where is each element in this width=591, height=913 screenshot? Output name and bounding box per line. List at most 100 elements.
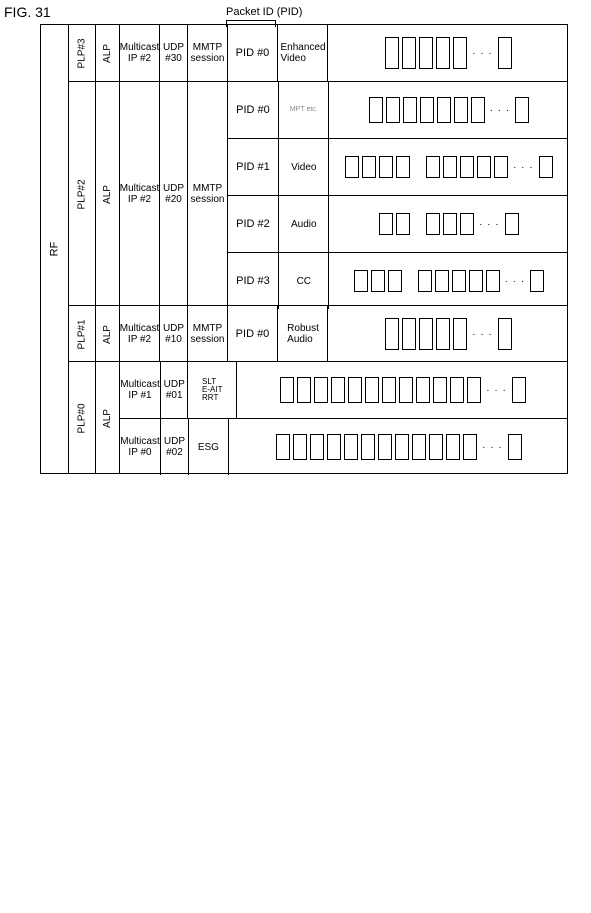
- alp-cell: ALP: [95, 362, 119, 474]
- packet: [331, 377, 345, 403]
- packet: [395, 434, 409, 460]
- label-cell: Audio: [278, 196, 328, 252]
- packet: [454, 97, 468, 123]
- packet: [460, 156, 474, 178]
- plp-cell: PLP#1: [69, 306, 95, 362]
- packet: [348, 377, 362, 403]
- packet: [426, 213, 440, 235]
- pid-header: Packet ID (PID): [226, 6, 276, 26]
- packet-stream: · · ·: [236, 362, 567, 418]
- packet: [467, 377, 481, 403]
- packet: [354, 270, 368, 292]
- packet: [310, 434, 324, 460]
- udp-cell: UDP#02: [160, 419, 188, 475]
- subrow: MulticastIP #0UDP#02ESG· · ·: [120, 418, 567, 475]
- mip-cell: MulticastIP #0: [120, 419, 160, 475]
- subrow: PID #2Audio · · ·: [228, 195, 567, 252]
- mmtp-cell: MMTPsession: [187, 25, 227, 81]
- row-plp2: PLP#2ALPMulticastIP #2UDP#20MMTPsessionP…: [69, 81, 567, 305]
- packet: [429, 434, 443, 460]
- udp-cell: UDP#01: [160, 362, 187, 418]
- packet: [276, 434, 290, 460]
- label-cell: MPT etc.: [278, 82, 328, 138]
- mip-cell: MulticastIP #2: [119, 25, 159, 81]
- pid-cell: PID #3: [228, 253, 278, 309]
- packet: [530, 270, 544, 292]
- packet: [385, 37, 399, 69]
- subrow: MulticastIP #1UDP#01SLTE-AITRRT· · ·: [120, 362, 567, 418]
- row-plp3: PLP#3ALPMulticastIP #2UDP#30MMTPsessionP…: [69, 25, 567, 81]
- alp-cell: ALP: [95, 25, 119, 81]
- packet: [443, 156, 457, 178]
- packet: [436, 37, 450, 69]
- packet: [494, 156, 508, 178]
- plp0-subrows: MulticastIP #1UDP#01SLTE-AITRRT· · ·Mult…: [119, 362, 567, 474]
- rows-container: PLP#3ALPMulticastIP #2UDP#30MMTPsessionP…: [69, 25, 567, 473]
- pid-cell: PID #2: [228, 196, 278, 252]
- packet: [293, 434, 307, 460]
- packet: [539, 156, 553, 178]
- packet: [426, 156, 440, 178]
- packet: [418, 270, 432, 292]
- mmtp-cell: ESG: [188, 419, 228, 475]
- packet: [403, 97, 417, 123]
- udp-cell: UDP#30: [159, 25, 187, 81]
- packet: [450, 377, 464, 403]
- packet-stream: · · ·: [327, 306, 567, 362]
- packet: [412, 434, 426, 460]
- figure-label: FIG. 31: [4, 4, 51, 20]
- plp-cell: PLP#3: [69, 25, 95, 81]
- packet: [436, 318, 450, 350]
- packet: [280, 377, 294, 403]
- mip-cell: MulticastIP #2: [119, 82, 159, 306]
- alp-cell: ALP: [95, 306, 119, 362]
- dots: · · ·: [477, 219, 502, 230]
- dots: · · ·: [470, 329, 495, 340]
- dots: · · ·: [470, 48, 495, 59]
- packet: [297, 377, 311, 403]
- packet: [498, 37, 512, 69]
- subrow: PID #1Video · · ·: [228, 138, 567, 195]
- packet: [433, 377, 447, 403]
- packet: [371, 270, 385, 292]
- packet: [469, 270, 483, 292]
- label-cell: Video: [278, 139, 328, 195]
- packet: [437, 97, 451, 123]
- packet: [396, 156, 410, 178]
- packet: [379, 213, 393, 235]
- packet: [435, 270, 449, 292]
- plp-cell: PLP#0: [69, 362, 95, 474]
- packet: [505, 213, 519, 235]
- packet: [327, 434, 341, 460]
- packet: [419, 318, 433, 350]
- packet: [419, 37, 433, 69]
- label-cell: RobustAudio: [277, 306, 327, 362]
- mmtp-cell: MMTPsession: [187, 306, 227, 362]
- packet: [460, 213, 474, 235]
- label-cell: EnhancedVideo: [277, 25, 327, 81]
- packet-stream: · · ·: [328, 253, 567, 309]
- packet: [361, 434, 375, 460]
- packet: [362, 156, 376, 178]
- packet: [515, 97, 529, 123]
- dots: · · ·: [511, 162, 536, 173]
- packet: [382, 377, 396, 403]
- pid-cell: PID #1: [228, 139, 278, 195]
- udp-cell: UDP#20: [159, 82, 187, 306]
- packet: [508, 434, 522, 460]
- packet: [345, 156, 359, 178]
- packet: [486, 270, 500, 292]
- packet: [443, 213, 457, 235]
- packet: [477, 156, 491, 178]
- packet: [453, 318, 467, 350]
- label-cell: CC: [278, 253, 328, 309]
- packet: [446, 434, 460, 460]
- packet: [498, 318, 512, 350]
- slt-label mmtp-cell: SLTE-AITRRT: [187, 362, 236, 418]
- packet: [379, 156, 393, 178]
- plp2-subrows: PID #0MPT etc.· · ·PID #1Video· · ·PID #…: [227, 82, 567, 306]
- pid-cell: PID #0: [227, 25, 277, 81]
- packet-stream: · · ·: [228, 419, 567, 475]
- packet-stream: · · ·: [328, 82, 567, 138]
- dots: · · ·: [484, 385, 509, 396]
